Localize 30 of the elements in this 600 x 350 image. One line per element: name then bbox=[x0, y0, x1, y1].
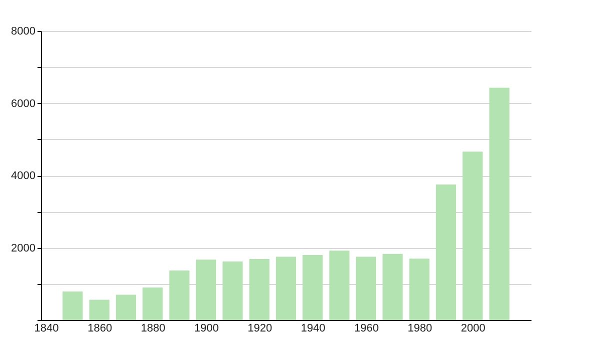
bar bbox=[169, 270, 190, 320]
bar bbox=[142, 287, 163, 320]
bar bbox=[222, 261, 243, 320]
x-tick-label: 1920 bbox=[248, 322, 272, 334]
x-tick-label: 1940 bbox=[300, 322, 326, 334]
x-tick-label: 1980 bbox=[408, 322, 432, 334]
y-tick-label: 2000 bbox=[11, 242, 36, 254]
y-tick-label: 4000 bbox=[11, 170, 36, 182]
x-tick-label: 2000 bbox=[460, 322, 486, 334]
x-tick-label: 1860 bbox=[88, 322, 112, 334]
bar bbox=[196, 260, 216, 320]
bar bbox=[409, 258, 430, 320]
x-tick-label: 1960 bbox=[354, 322, 379, 334]
bar bbox=[302, 254, 323, 320]
bar bbox=[276, 256, 296, 320]
bar bbox=[249, 258, 270, 320]
bar bbox=[436, 184, 456, 320]
bar bbox=[489, 88, 510, 320]
x-tick-label: 1840 bbox=[34, 322, 59, 334]
bar bbox=[89, 300, 110, 320]
x-tick-label: 1900 bbox=[194, 322, 219, 334]
bar bbox=[62, 291, 83, 320]
bar bbox=[356, 256, 376, 320]
bar bbox=[462, 152, 483, 320]
y-tick-label: 6000 bbox=[11, 98, 36, 110]
bar bbox=[329, 250, 350, 320]
bar bbox=[116, 294, 136, 320]
y-tick-label: 8000 bbox=[11, 26, 36, 38]
x-tick-label: 1880 bbox=[140, 322, 166, 334]
bar bbox=[382, 254, 403, 320]
